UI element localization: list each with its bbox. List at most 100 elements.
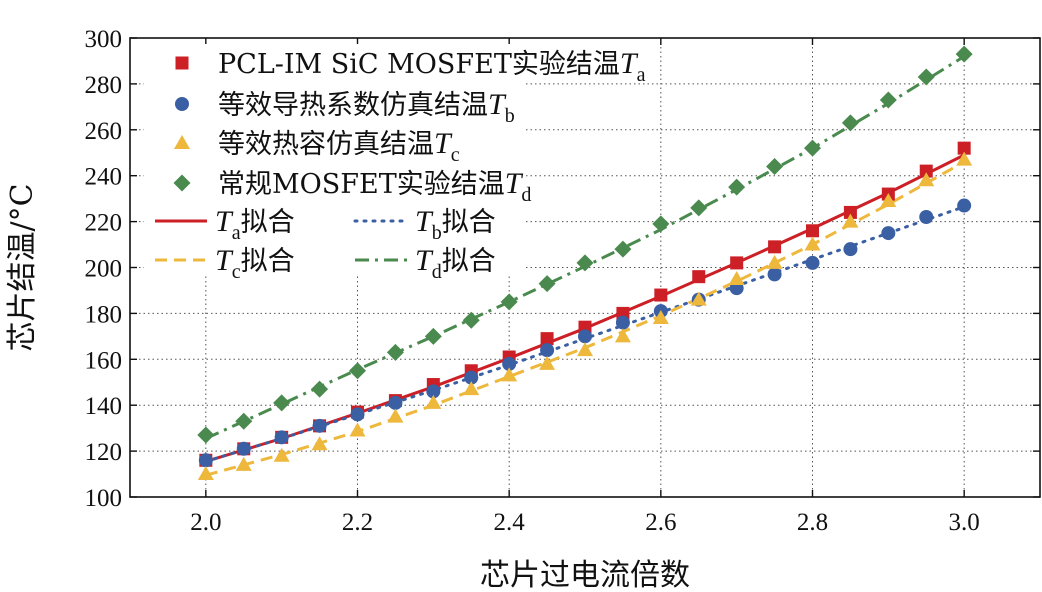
x-tick-label: 2.4 bbox=[494, 509, 526, 536]
data-point-b bbox=[350, 407, 365, 422]
data-point-b bbox=[198, 453, 213, 468]
data-point-d bbox=[841, 114, 859, 132]
data-point-c bbox=[577, 342, 593, 357]
x-tick-label: 2.6 bbox=[645, 509, 676, 536]
data-point-c bbox=[273, 447, 290, 462]
data-point-b bbox=[274, 430, 289, 445]
data-point-c bbox=[956, 151, 973, 166]
data-point-a bbox=[843, 205, 857, 219]
y-tick-label: 200 bbox=[85, 256, 123, 283]
data-point-d bbox=[879, 91, 897, 109]
data-point-d bbox=[804, 139, 821, 157]
data-point-a bbox=[806, 224, 819, 238]
data-point-c bbox=[766, 254, 783, 269]
data-point-d bbox=[349, 362, 366, 380]
data-point-d bbox=[273, 394, 291, 412]
data-point-d bbox=[235, 412, 253, 430]
data-point-c bbox=[918, 172, 935, 187]
x-tick-label: 2.8 bbox=[797, 509, 828, 536]
y-tick-label: 240 bbox=[85, 164, 123, 191]
legend-label-c: 等效热容仿真结温Tc bbox=[218, 127, 460, 166]
data-point-d bbox=[500, 293, 518, 311]
y-axis-label: 芯片结温/°C bbox=[5, 183, 40, 351]
data-point-a bbox=[654, 288, 668, 302]
x-tick-label: 2.0 bbox=[190, 509, 221, 536]
data-point-c bbox=[349, 422, 366, 437]
y-tick-label: 220 bbox=[85, 210, 123, 237]
data-point-d bbox=[386, 343, 404, 361]
y-tick-label: 260 bbox=[85, 118, 123, 145]
data-point-d bbox=[538, 275, 556, 293]
data-point-d bbox=[462, 311, 480, 329]
data-point-c bbox=[690, 291, 707, 306]
data-point-a bbox=[919, 164, 933, 178]
legend-label-b: 等效导热系数仿真结温Tb bbox=[218, 88, 515, 127]
data-point-b bbox=[805, 255, 820, 270]
data-point-d bbox=[197, 426, 215, 444]
data-point-c bbox=[501, 367, 518, 382]
x-axis-label: 芯片过电流倍数 bbox=[480, 558, 690, 592]
legend: PCL-IM SiC MOSFET实验结温Ta等效导热系数仿真结温Tb等效热容仿… bbox=[144, 44, 646, 283]
data-point-a bbox=[957, 141, 971, 155]
legend-marker-b bbox=[175, 97, 189, 111]
data-point-c bbox=[235, 456, 252, 471]
y-tick-label: 100 bbox=[85, 485, 123, 512]
data-point-b bbox=[540, 343, 555, 358]
data-point-d bbox=[311, 380, 329, 398]
data-point-d bbox=[424, 327, 442, 345]
data-point-c bbox=[614, 328, 631, 343]
legend-marker-a bbox=[175, 56, 189, 70]
x-tick-label: 3.0 bbox=[949, 509, 980, 536]
data-point-a bbox=[768, 240, 782, 254]
data-point-b bbox=[957, 198, 972, 213]
data-point-b bbox=[388, 395, 403, 410]
legend-fit-label-b: Tb拟合 bbox=[415, 205, 496, 244]
legend-label-d: 常规MOSFET实验结温Td bbox=[218, 167, 531, 206]
data-point-a bbox=[540, 332, 554, 346]
data-point-b bbox=[919, 210, 934, 225]
data-point-c bbox=[652, 309, 669, 324]
data-point-d bbox=[576, 254, 594, 272]
data-point-c bbox=[425, 394, 442, 409]
data-point-d bbox=[955, 45, 973, 63]
legend-marker-c bbox=[174, 135, 190, 149]
data-point-d bbox=[917, 68, 935, 86]
data-point-c bbox=[311, 436, 328, 451]
legend-label-a: PCL-IM SiC MOSFET实验结温Ta bbox=[218, 47, 646, 86]
y-tick-label: 120 bbox=[85, 439, 123, 466]
data-point-d bbox=[690, 199, 708, 217]
legend-fit-label-d: Td拟合 bbox=[415, 244, 496, 283]
y-tick-label: 280 bbox=[85, 72, 123, 99]
data-point-d bbox=[766, 158, 784, 176]
data-point-c bbox=[842, 213, 859, 228]
legend-marker-d bbox=[173, 174, 191, 192]
data-point-c bbox=[463, 381, 480, 396]
y-tick-label: 180 bbox=[85, 301, 123, 328]
data-point-b bbox=[578, 329, 592, 344]
data-point-b bbox=[502, 356, 517, 371]
data-point-c bbox=[539, 355, 556, 370]
data-point-d bbox=[728, 178, 746, 196]
y-tick-label: 160 bbox=[85, 347, 123, 374]
data-point-a bbox=[730, 256, 744, 270]
data-point-c bbox=[387, 408, 404, 423]
x-tick-label: 2.2 bbox=[342, 509, 373, 536]
data-point-b bbox=[236, 441, 251, 456]
legend-fit-label-a: Ta拟合 bbox=[215, 205, 295, 244]
data-point-c bbox=[804, 236, 821, 251]
data-point-b bbox=[312, 418, 327, 433]
y-tick-label: 300 bbox=[85, 26, 123, 53]
axis-ticks: 2.0 2.2 2.4 2.6 2.8 3.0 100 120 140 160 180 200 220 2… bbox=[85, 26, 1040, 536]
data-point-d bbox=[652, 215, 670, 233]
data-point-b bbox=[426, 384, 441, 399]
legend-background bbox=[144, 44, 526, 276]
data-point-b bbox=[843, 242, 858, 257]
data-point-b bbox=[767, 267, 782, 282]
data-point-d bbox=[614, 240, 632, 258]
data-point-b bbox=[615, 315, 630, 330]
data-point-c bbox=[728, 270, 745, 285]
data-point-c bbox=[197, 466, 214, 481]
legend-fit-label-c: Tc拟合 bbox=[215, 244, 295, 283]
data-point-a bbox=[692, 270, 706, 284]
